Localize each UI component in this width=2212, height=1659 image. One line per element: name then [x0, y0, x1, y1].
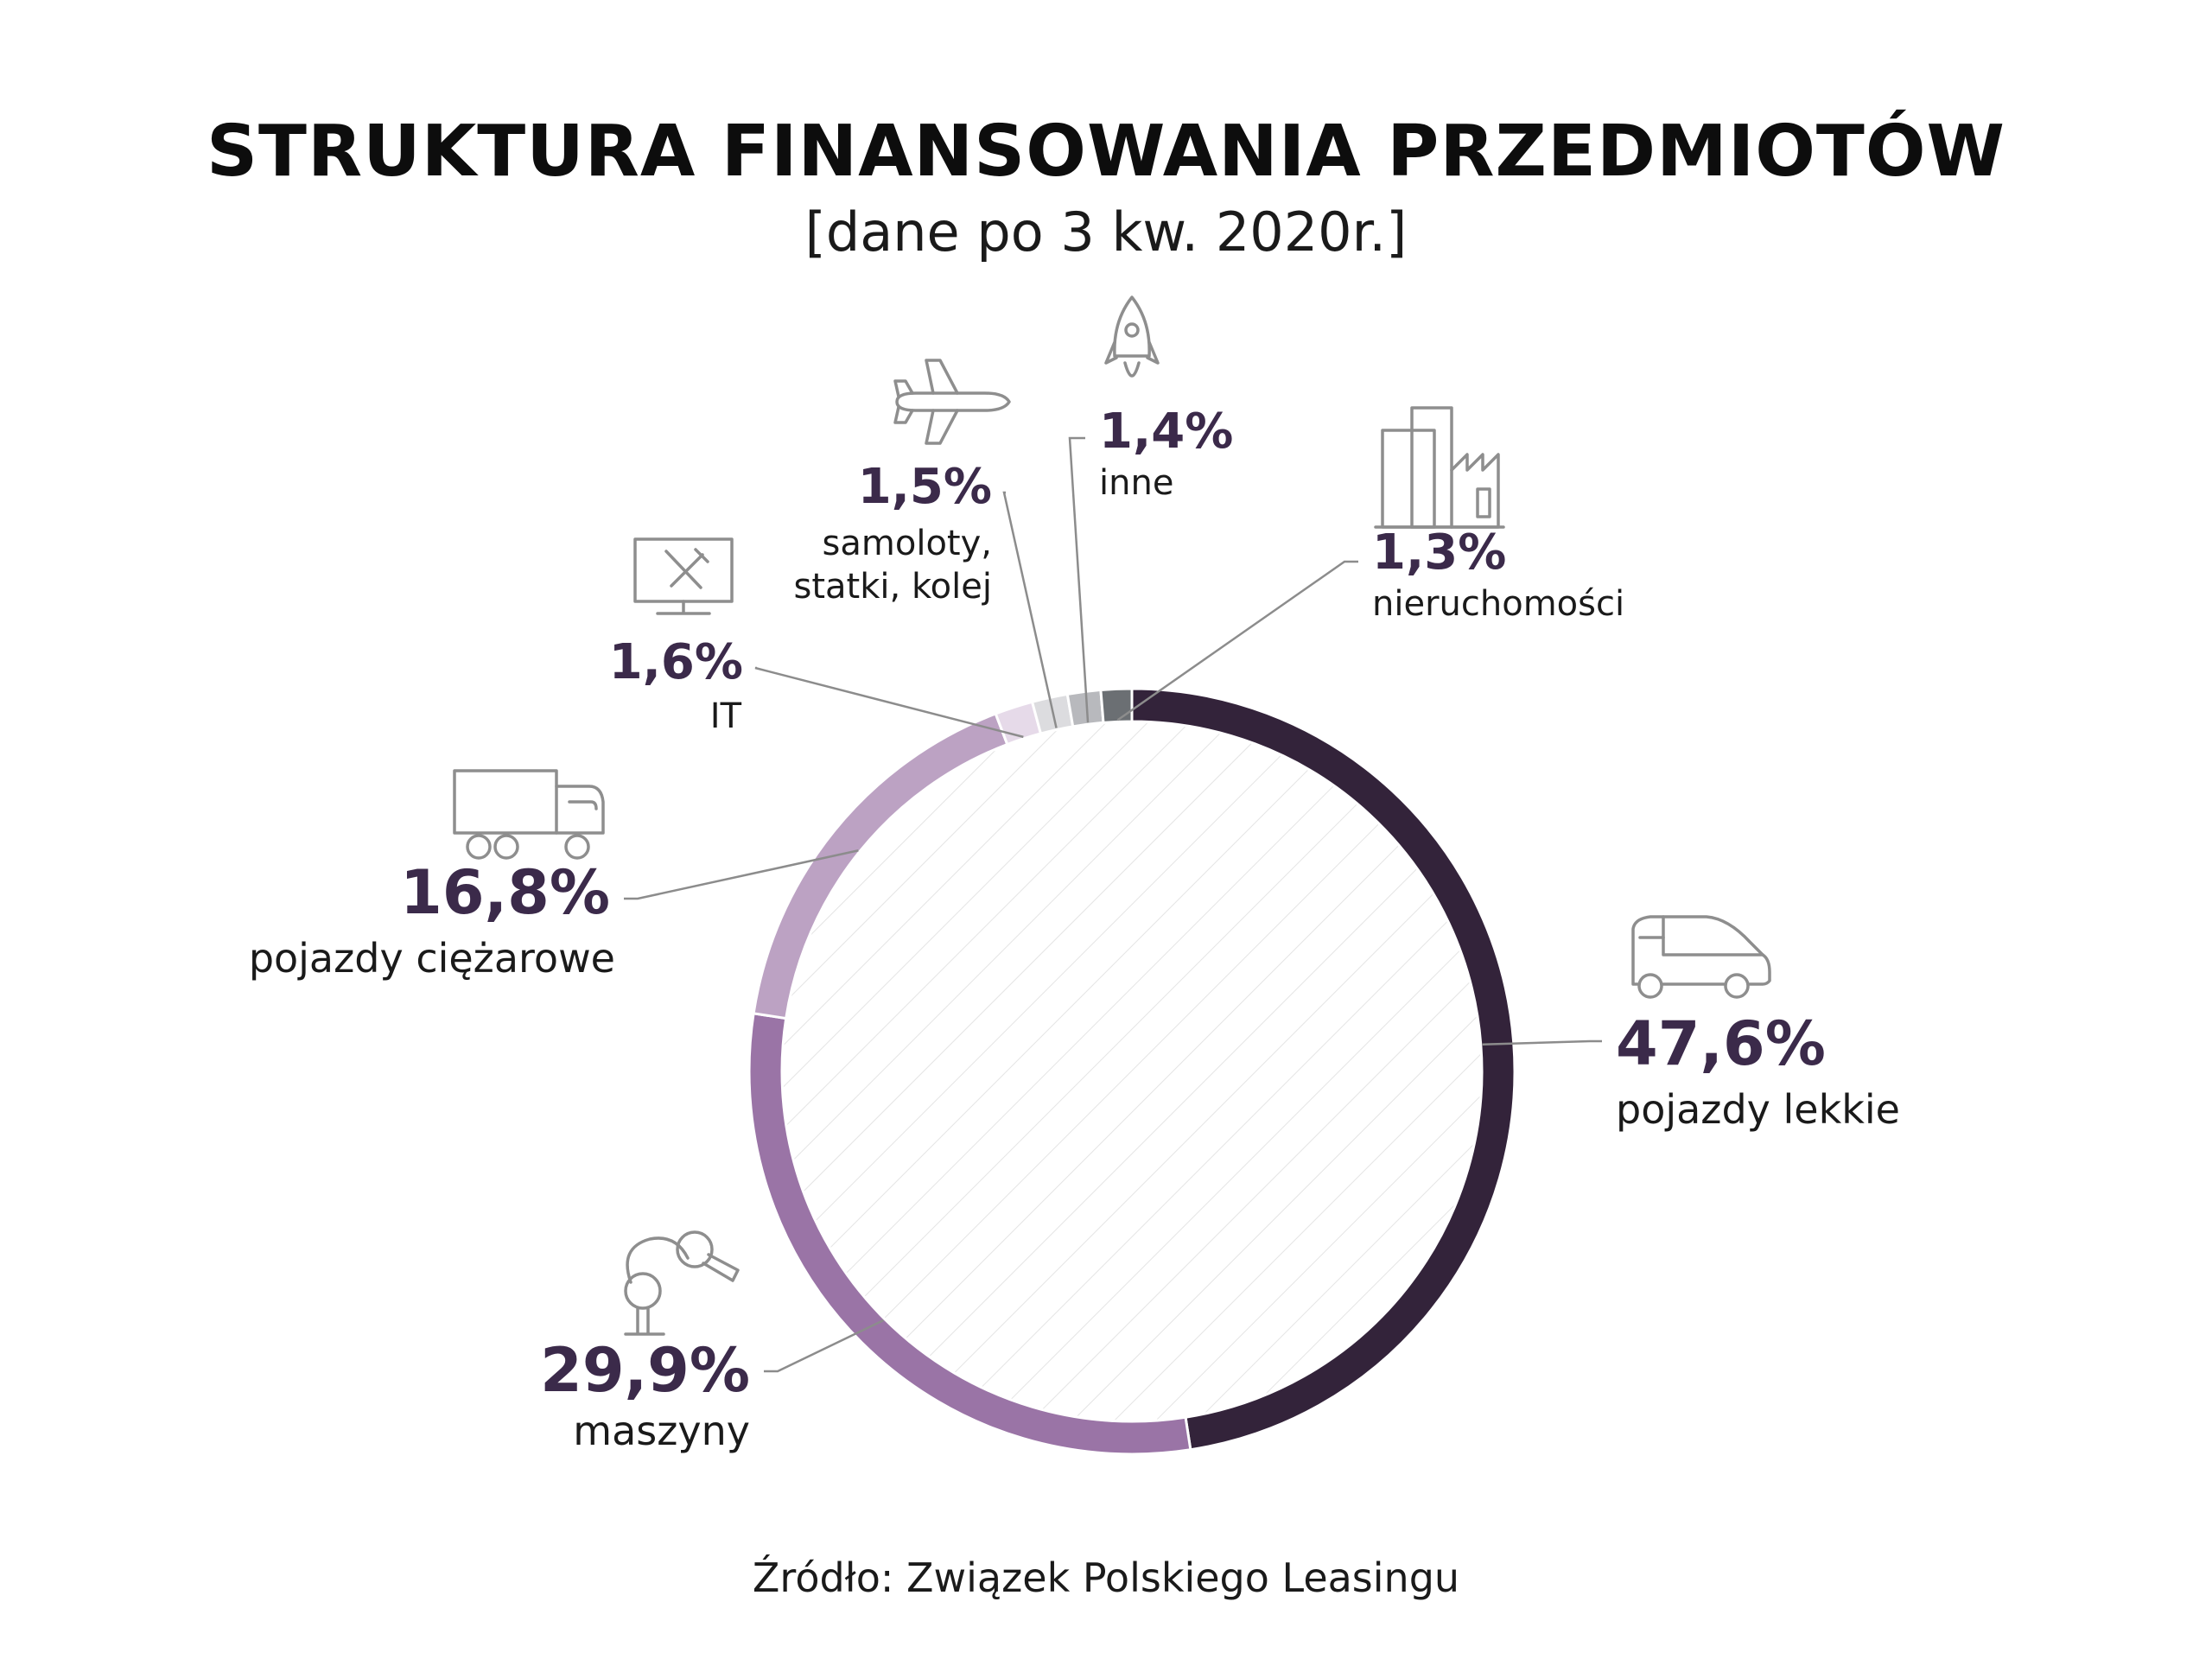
- truck-icon: [453, 769, 605, 860]
- donut-slice: [1099, 687, 1134, 724]
- slice-category-label: pojazdy ciężarowe: [249, 935, 615, 982]
- leader-line: [764, 1319, 884, 1373]
- slice-category-label: IT: [710, 696, 742, 736]
- slice-value-label: 1,3%: [1372, 524, 1506, 581]
- leader-line: [1068, 436, 1090, 723]
- car-icon: [1631, 915, 1771, 999]
- rocket-icon: [1104, 296, 1160, 378]
- chart-subtitle: [dane po 3 kw. 2020r.]: [804, 200, 1408, 264]
- slice-category-label: nieruchomości: [1372, 584, 1624, 624]
- slice-value-label: 29,9%: [540, 1335, 750, 1406]
- donut-hole: [783, 722, 1481, 1421]
- leader-line: [624, 849, 859, 900]
- slice-category-label: statki, kolej: [794, 567, 992, 607]
- leader-line: [1116, 560, 1358, 721]
- robot-arm-icon: [624, 1230, 740, 1336]
- slice-category-label: maszyny: [573, 1408, 750, 1454]
- computer-tools-icon: [633, 537, 734, 615]
- leader-lines: [624, 436, 1602, 1373]
- slice-category-label: inne: [1099, 463, 1173, 503]
- slice-value-label: 1,6%: [609, 634, 743, 690]
- leader-line: [754, 666, 1024, 739]
- buildings-icon: [1374, 406, 1505, 529]
- slice-value-label: 1,4%: [1099, 404, 1233, 460]
- leader-line: [1482, 1039, 1602, 1046]
- slice-value-label: 16,8%: [400, 857, 610, 928]
- slice-value-label: 1,5%: [858, 459, 992, 515]
- slice-category-label: samoloty,: [823, 524, 992, 563]
- slice-value-label: 47,6%: [1616, 1008, 1826, 1079]
- airplane-icon: [893, 359, 1011, 445]
- slice-labels: 47,6% pojazdy lekkie 29,9%maszyny 16,8% poja…: [249, 404, 1900, 1454]
- leader-line: [1002, 491, 1058, 728]
- chart-title: STRUKTURA FINANSOWANIA PRZEDMIOTÓW: [207, 111, 2005, 193]
- slice-category-label: pojazdy lekkie: [1616, 1086, 1900, 1133]
- source-note: Źródło: Związek Polskiego Leasingu: [753, 1554, 1459, 1601]
